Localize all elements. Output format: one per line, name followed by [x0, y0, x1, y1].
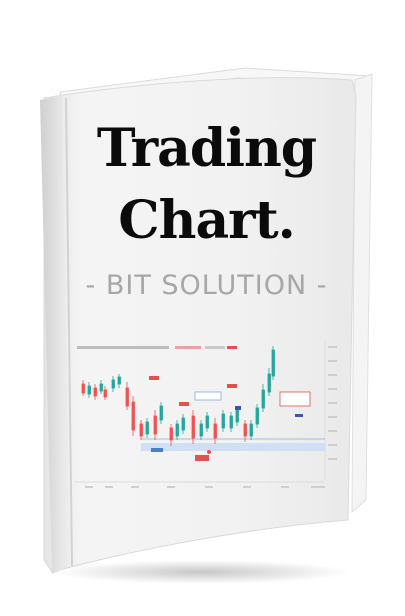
chart-annotations	[149, 376, 311, 461]
cover-title-line2: Chart.	[118, 190, 295, 251]
cover-chart-graphic	[75, 340, 337, 488]
cover-subtitle: - BIT SOLUTION -	[85, 270, 328, 301]
cover-title-line1: Trading	[96, 118, 317, 179]
cover-chart-image	[75, 340, 340, 500]
candles	[81, 346, 275, 446]
book-shadow	[52, 560, 352, 584]
